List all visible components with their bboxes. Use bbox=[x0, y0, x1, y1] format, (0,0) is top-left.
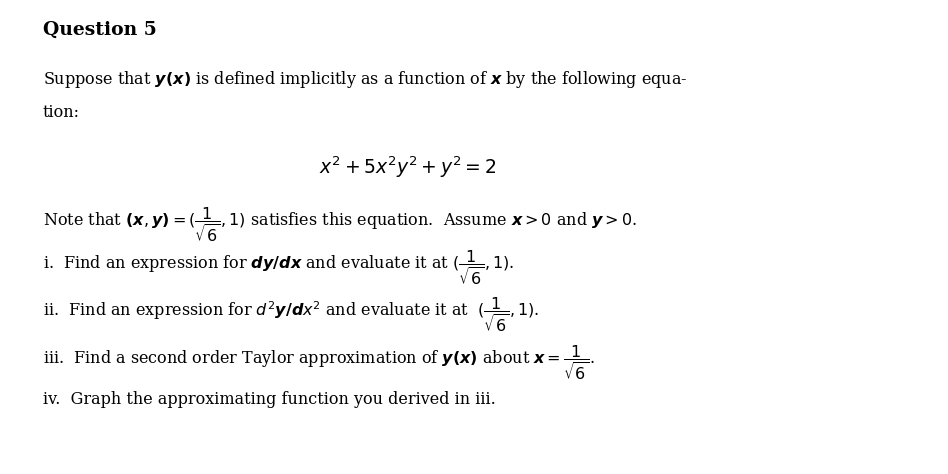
Text: ii.  Find an expression for $\boldsymbol{d^2y/dx^2}$ and evaluate it at  $(\dfra: ii. Find an expression for $\boldsymbol{… bbox=[43, 296, 539, 335]
Text: i.  Find an expression for $\boldsymbol{dy/dx}$ and evaluate it at $(\dfrac{1}{\: i. Find an expression for $\boldsymbol{d… bbox=[43, 249, 514, 288]
Text: $x^2 + 5x^2y^2 + y^2 = 2$: $x^2 + 5x^2y^2 + y^2 = 2$ bbox=[319, 154, 496, 180]
Text: Note that $\boldsymbol{(x, y)} = (\dfrac{1}{\sqrt{6}}, 1)$ satisfies this equati: Note that $\boldsymbol{(x, y)} = (\dfrac… bbox=[43, 206, 637, 245]
Text: iv.  Graph the approximating function you derived in iii.: iv. Graph the approximating function you… bbox=[43, 391, 496, 408]
Text: tion:: tion: bbox=[43, 104, 80, 121]
Text: iii.  Find a second order Taylor approximation of $\boldsymbol{y(x)}$ about $\bo: iii. Find a second order Taylor approxim… bbox=[43, 344, 594, 383]
Text: Suppose that $\boldsymbol{y(x)}$ is defined implicitly as a function of $\boldsy: Suppose that $\boldsymbol{y(x)}$ is defi… bbox=[43, 69, 687, 90]
Text: Question 5: Question 5 bbox=[43, 21, 156, 39]
